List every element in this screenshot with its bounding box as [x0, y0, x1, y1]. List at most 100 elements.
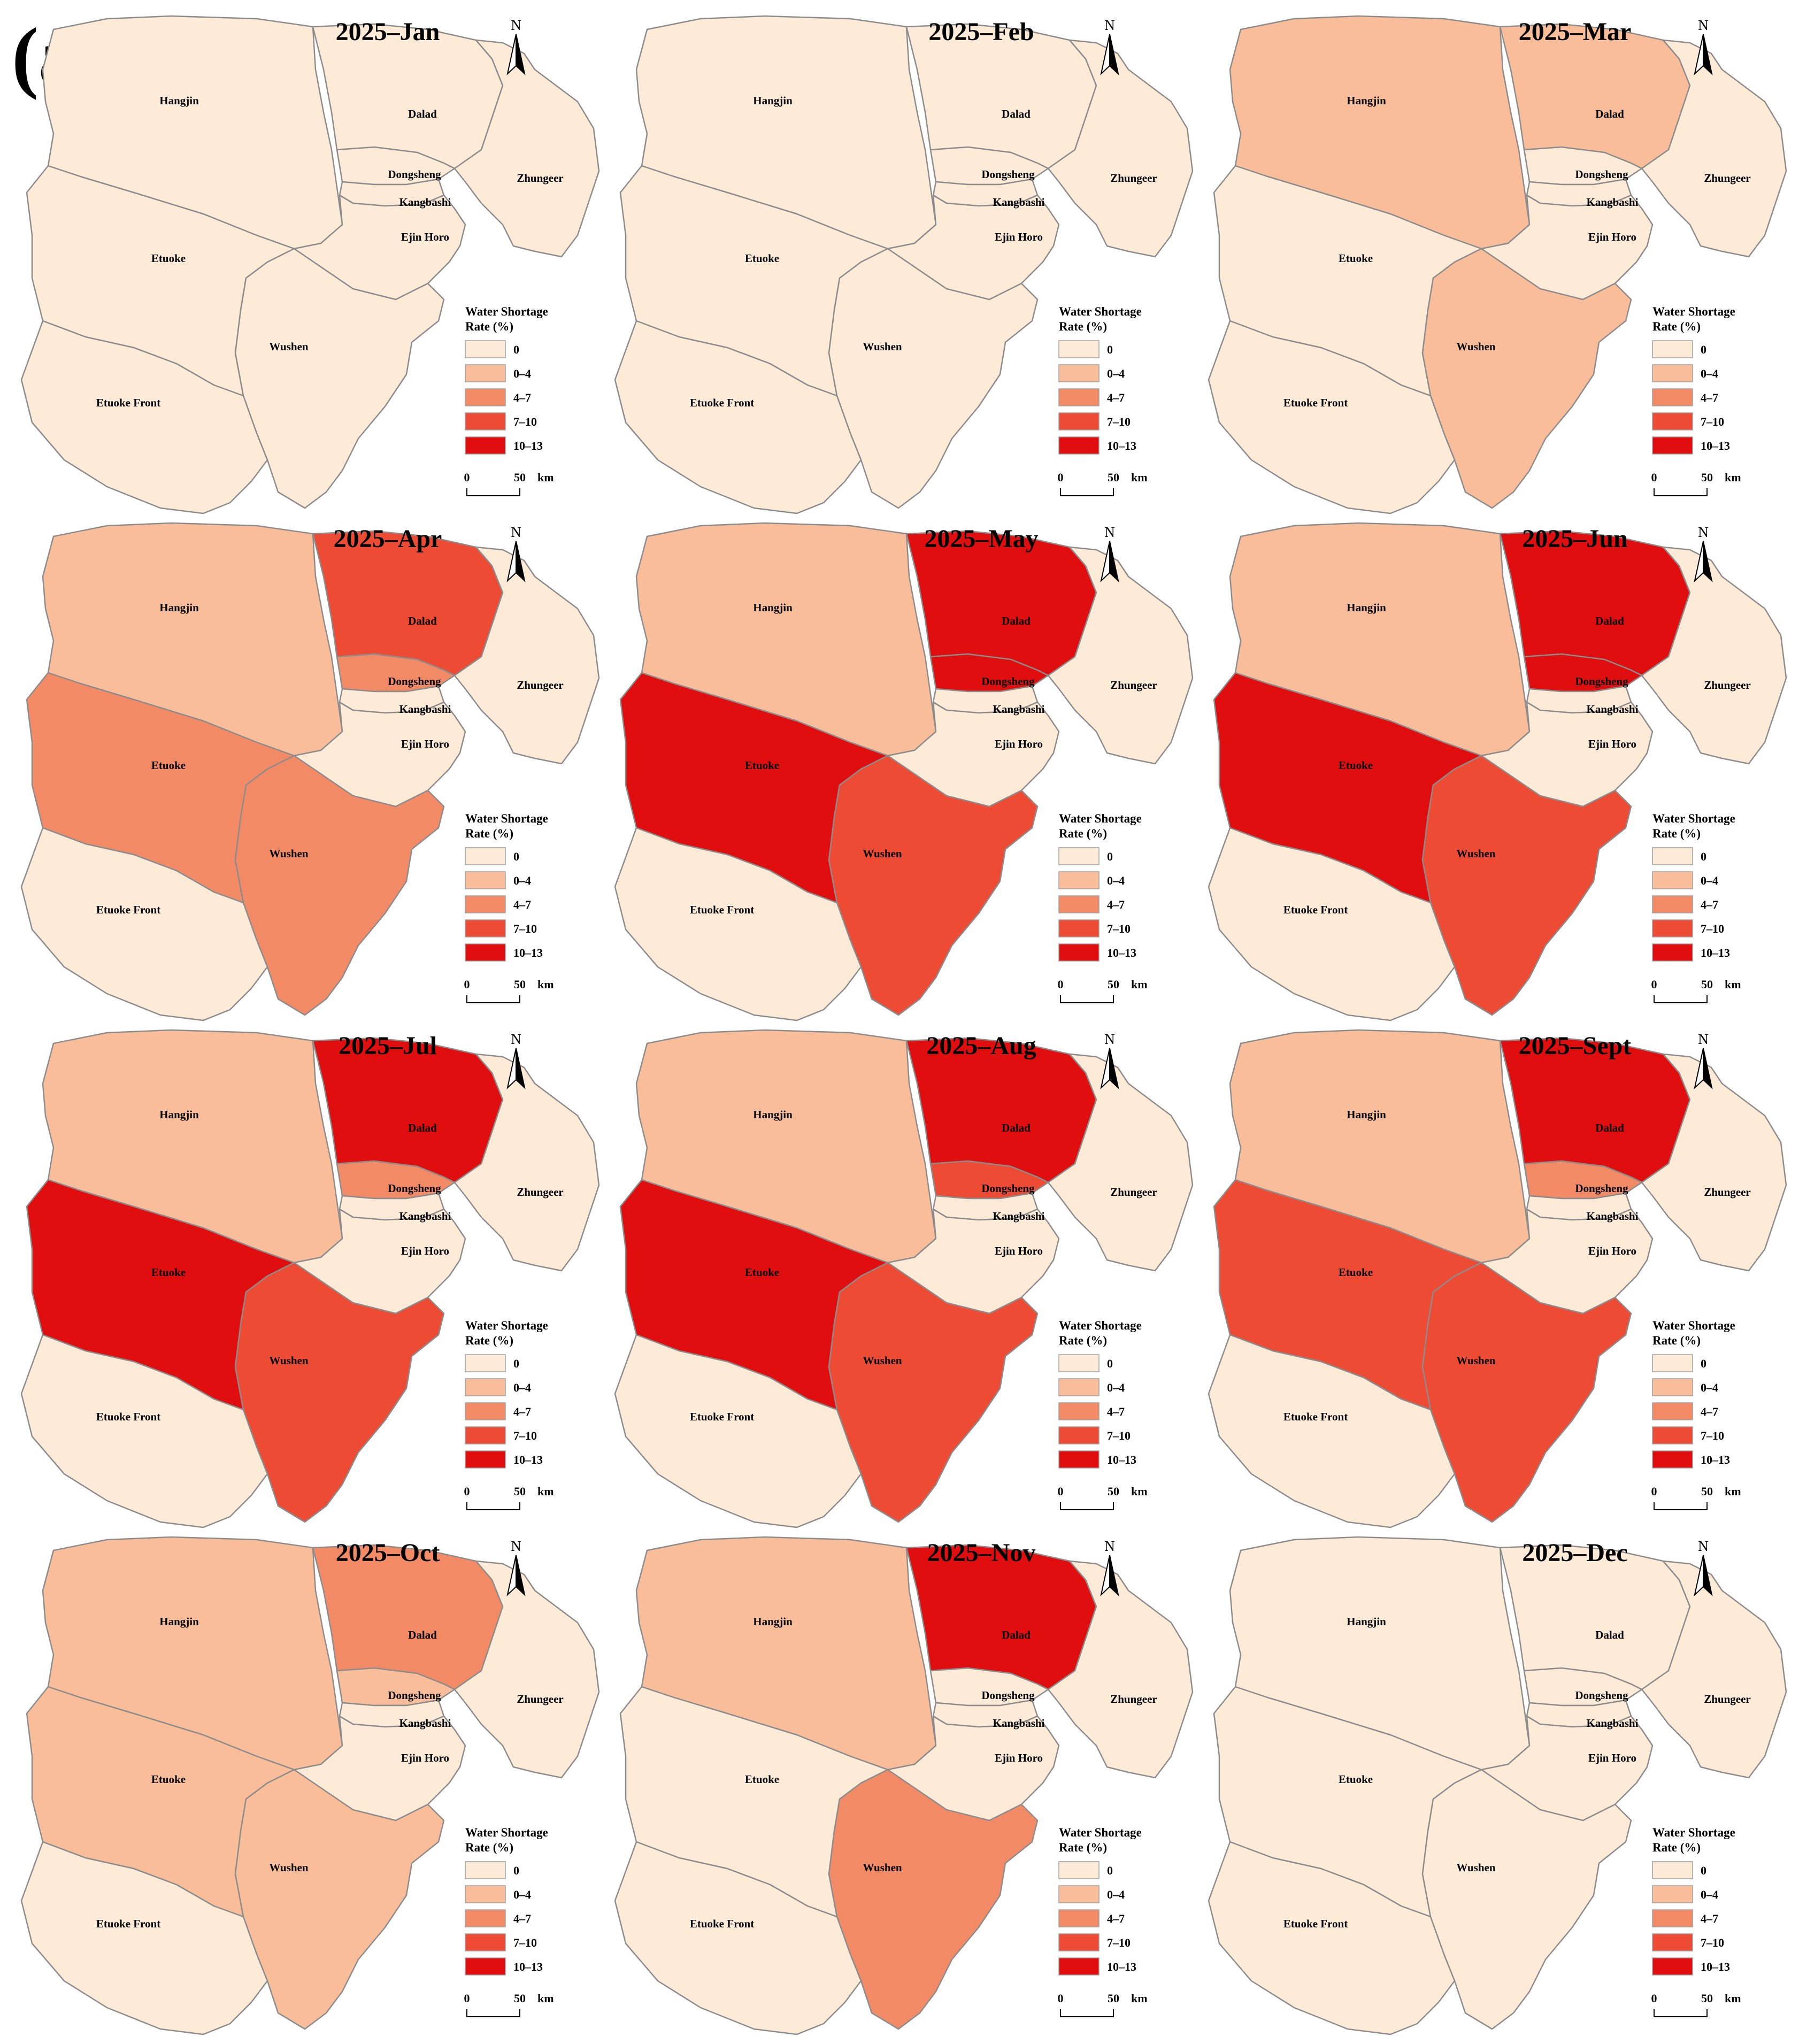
- region-zhungeer: [1047, 546, 1194, 765]
- north-label: N: [1104, 524, 1115, 540]
- legend-title-unit: Rate (%): [1652, 827, 1701, 840]
- region-label-dalad: Dalad: [1002, 1628, 1031, 1641]
- legend-swatch: [465, 364, 506, 382]
- legend-swatch: [1058, 364, 1100, 382]
- legend-label: 0: [1107, 343, 1113, 356]
- region-label-etuoke: Etuoke: [745, 1266, 779, 1279]
- region-label-etuoke-front: Etuoke Front: [1283, 903, 1348, 916]
- region-label-etuoke: Etuoke: [1339, 1773, 1373, 1786]
- legend-swatch: [1652, 1402, 1693, 1420]
- legend-label: 4–7: [1107, 1912, 1125, 1925]
- region-label-ejin-horo: Ejin Horo: [1588, 1244, 1636, 1257]
- legend-swatch: [1652, 871, 1693, 889]
- legend-label: 0: [513, 1864, 519, 1877]
- region-wushen: [1421, 1769, 1632, 2030]
- region-etuoke-front: [1208, 1841, 1456, 2035]
- legend-swatch: [1058, 1885, 1100, 1903]
- region-label-hangjin: Hangjin: [1347, 1108, 1386, 1121]
- scale-bar-end: 50: [1701, 1992, 1713, 2005]
- legend-title: Water Shortage: [1059, 812, 1142, 825]
- legend-swatch: [1058, 895, 1100, 913]
- region-label-wushen: Wushen: [863, 847, 902, 860]
- region-label-hangjin: Hangjin: [1347, 1615, 1386, 1628]
- region-label-kangbashi: Kangbashi: [399, 703, 451, 716]
- scale-bar-unit: km: [1725, 471, 1741, 484]
- legend-label: 10–13: [1107, 1960, 1136, 1973]
- region-etuoke-front: [20, 320, 268, 514]
- region-label-etuoke: Etuoke: [1339, 252, 1373, 265]
- north-arrow-icon: N: [1100, 524, 1119, 582]
- legend-label: 4–7: [1107, 1405, 1125, 1418]
- legend-swatch: [1652, 1957, 1693, 1976]
- region-zhungeer: [453, 39, 600, 258]
- legend-label: 0: [513, 1357, 519, 1370]
- legend-swatch: [1652, 412, 1693, 431]
- map-panel-2025-jan: Hangjin Dalad Zhungeer Dongsheng Kangbashi Ej…: [20, 15, 600, 514]
- legend-swatch: [465, 943, 506, 962]
- legend-swatch: [465, 412, 506, 431]
- north-arrow-icon: N: [506, 1538, 526, 1596]
- map-title: 2025–Jun: [1522, 525, 1627, 553]
- legend-label: 0–4: [1701, 367, 1718, 380]
- region-label-dongsheng: Dongsheng: [388, 1182, 441, 1195]
- region-label-etuoke-front: Etuoke Front: [690, 1917, 754, 1930]
- scale-bar-start: 0: [464, 471, 470, 484]
- region-label-wushen: Wushen: [863, 1354, 902, 1367]
- legend-label: 4–7: [1701, 391, 1718, 404]
- scale-bar: 0 50 km: [464, 978, 554, 1003]
- legend-label: 0: [513, 850, 519, 863]
- region-label-dalad: Dalad: [408, 1121, 437, 1134]
- legend-label: 0–4: [1701, 1381, 1718, 1394]
- legend-swatch: [1652, 364, 1693, 382]
- region-label-wushen: Wushen: [1456, 1861, 1495, 1874]
- scale-bar-start: 0: [1058, 978, 1064, 991]
- scale-bar-unit: km: [537, 1992, 554, 2005]
- legend: Water Shortage Rate (%)0 0–4 4–7 7–10 10–13: [1058, 812, 1142, 962]
- legend-label: 0–4: [513, 367, 531, 380]
- map-panel-2025-oct: Hangjin Dalad Zhungeer Dongsheng Kangbashi Ej…: [20, 1536, 600, 2035]
- legend-label: 4–7: [1701, 1405, 1718, 1418]
- legend-label: 4–7: [1107, 898, 1125, 911]
- region-label-ejin-horo: Ejin Horo: [995, 737, 1043, 750]
- region-label-etuoke: Etuoke: [1339, 759, 1373, 772]
- legend-swatch: [465, 436, 506, 455]
- legend: Water Shortage Rate (%)0 0–4 4–7 7–10 10–13: [465, 812, 548, 962]
- region-label-etuoke-front: Etuoke Front: [1283, 1917, 1348, 1930]
- region-wushen: [828, 755, 1039, 1016]
- legend-title-unit: Rate (%): [1652, 1334, 1701, 1347]
- scale-bar-end: 50: [1701, 978, 1713, 991]
- legend-swatch: [1058, 847, 1100, 865]
- region-label-dongsheng: Dongsheng: [981, 1182, 1035, 1195]
- legend-label: 0–4: [1107, 874, 1125, 887]
- north-label: N: [1698, 1031, 1709, 1047]
- legend: Water Shortage Rate (%)0 0–4 4–7 7–10 10–13: [1652, 812, 1735, 962]
- legend-swatch: [1652, 436, 1693, 455]
- legend-label: 4–7: [1701, 898, 1718, 911]
- region-wushen: [234, 1769, 445, 2030]
- legend-label: 0–4: [1107, 1381, 1125, 1394]
- legend-label: 4–7: [513, 1912, 531, 1925]
- scale-bar: 0 50 km: [464, 471, 554, 496]
- legend-swatch: [1652, 1909, 1693, 1927]
- north-arrow-icon: N: [1694, 524, 1713, 582]
- legend-label: 0–4: [1107, 367, 1125, 380]
- north-arrow-icon: N: [1694, 1538, 1713, 1596]
- region-label-dongsheng: Dongsheng: [981, 168, 1035, 181]
- scale-bar-start: 0: [464, 1992, 470, 2005]
- region-label-zhungeer: Zhungeer: [1704, 679, 1751, 691]
- legend-title-unit: Rate (%): [465, 320, 513, 333]
- region-label-hangjin: Hangjin: [159, 1108, 199, 1121]
- north-arrow-icon: N: [1100, 1031, 1119, 1089]
- north-label: N: [1698, 524, 1709, 540]
- legend: Water Shortage Rate (%)0 0–4 4–7 7–10 10–13: [1652, 305, 1735, 455]
- region-label-kangbashi: Kangbashi: [1587, 1717, 1639, 1730]
- region-label-kangbashi: Kangbashi: [399, 1717, 451, 1730]
- region-label-etuoke-front: Etuoke Front: [690, 1410, 754, 1423]
- region-label-zhungeer: Zhungeer: [1110, 172, 1157, 185]
- legend-swatch: [1652, 919, 1693, 938]
- region-label-kangbashi: Kangbashi: [399, 196, 451, 209]
- region-label-ejin-horo: Ejin Horo: [1588, 1751, 1636, 1764]
- legend-swatch: [1652, 388, 1693, 406]
- legend-title-unit: Rate (%): [1059, 1334, 1107, 1347]
